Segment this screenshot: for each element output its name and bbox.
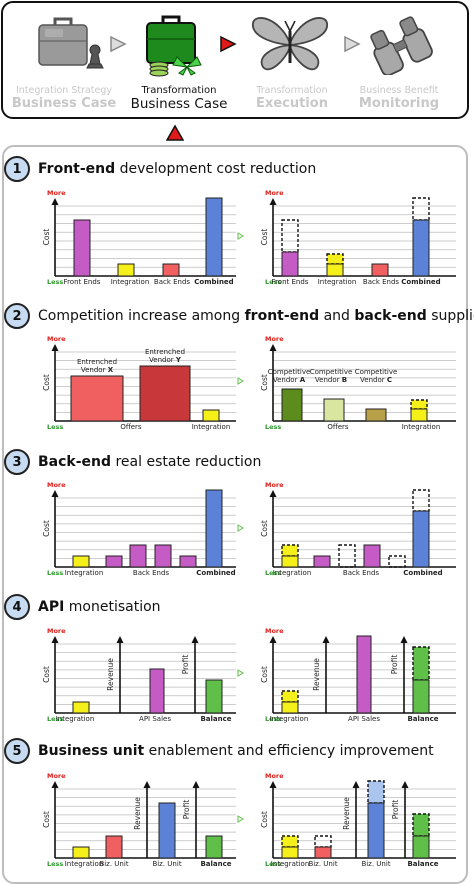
cost-reduction-scenarios-panel	[2, 145, 468, 884]
section-title: API monetisation	[38, 599, 161, 615]
current-stage-pointer-icon	[166, 124, 184, 141]
section-number-badge: 2	[4, 303, 30, 329]
section-number-badge: 5	[4, 738, 30, 764]
section-3-header: 3 Back-end real estate reduction	[4, 449, 261, 475]
arrow-right-active-icon	[220, 35, 237, 53]
stage-integration-strategy[interactable]: Integration Strategy Business Case	[9, 85, 119, 111]
section-title: Front-end development cost reduction	[38, 161, 317, 177]
briefcase-chess-icon	[38, 17, 104, 69]
stage-transformation-business-case[interactable]: Transformation Business Case	[124, 85, 234, 112]
stage-label-top: Transformation	[141, 85, 217, 96]
stage-label-main: Monitoring	[358, 96, 440, 111]
process-stages-panel: Integration Strategy Business Case Trans…	[1, 1, 469, 119]
section-2-header: 2 Competition increase among front-end a…	[4, 303, 474, 329]
stage-business-benefit-monitoring[interactable]: Business Benefit Monitoring	[344, 85, 454, 111]
stage-transformation-execution[interactable]: Transformation Execution	[237, 85, 347, 111]
section-number-badge: 1	[4, 156, 30, 182]
stage-label-main: Business Case	[130, 96, 228, 112]
section-5-header: 5 Business unit enablement and efficienc…	[4, 738, 434, 764]
butterfly-icon	[252, 17, 328, 71]
section-number-badge: 4	[4, 594, 30, 620]
stage-label-top: Integration Strategy	[15, 85, 113, 96]
stage-label-main: Execution	[256, 96, 328, 111]
section-number-badge: 3	[4, 449, 30, 475]
stage-label-top: Transformation	[256, 85, 328, 96]
section-title: Competition increase among front-end and…	[38, 308, 474, 324]
binoculars-icon	[370, 16, 433, 75]
section-4-header: 4 API monetisation	[4, 594, 161, 620]
section-title: Business unit enablement and efficiency …	[38, 743, 434, 759]
section-1-header: 1 Front-end development cost reduction	[4, 156, 316, 182]
stage-label-top: Business Benefit	[359, 85, 439, 96]
section-title: Back-end real estate reduction	[38, 454, 262, 470]
arrow-right-icon	[344, 35, 361, 53]
arrow-right-icon	[110, 35, 127, 53]
green-briefcase-icon	[146, 15, 202, 77]
stage-label-main: Business Case	[11, 96, 117, 111]
